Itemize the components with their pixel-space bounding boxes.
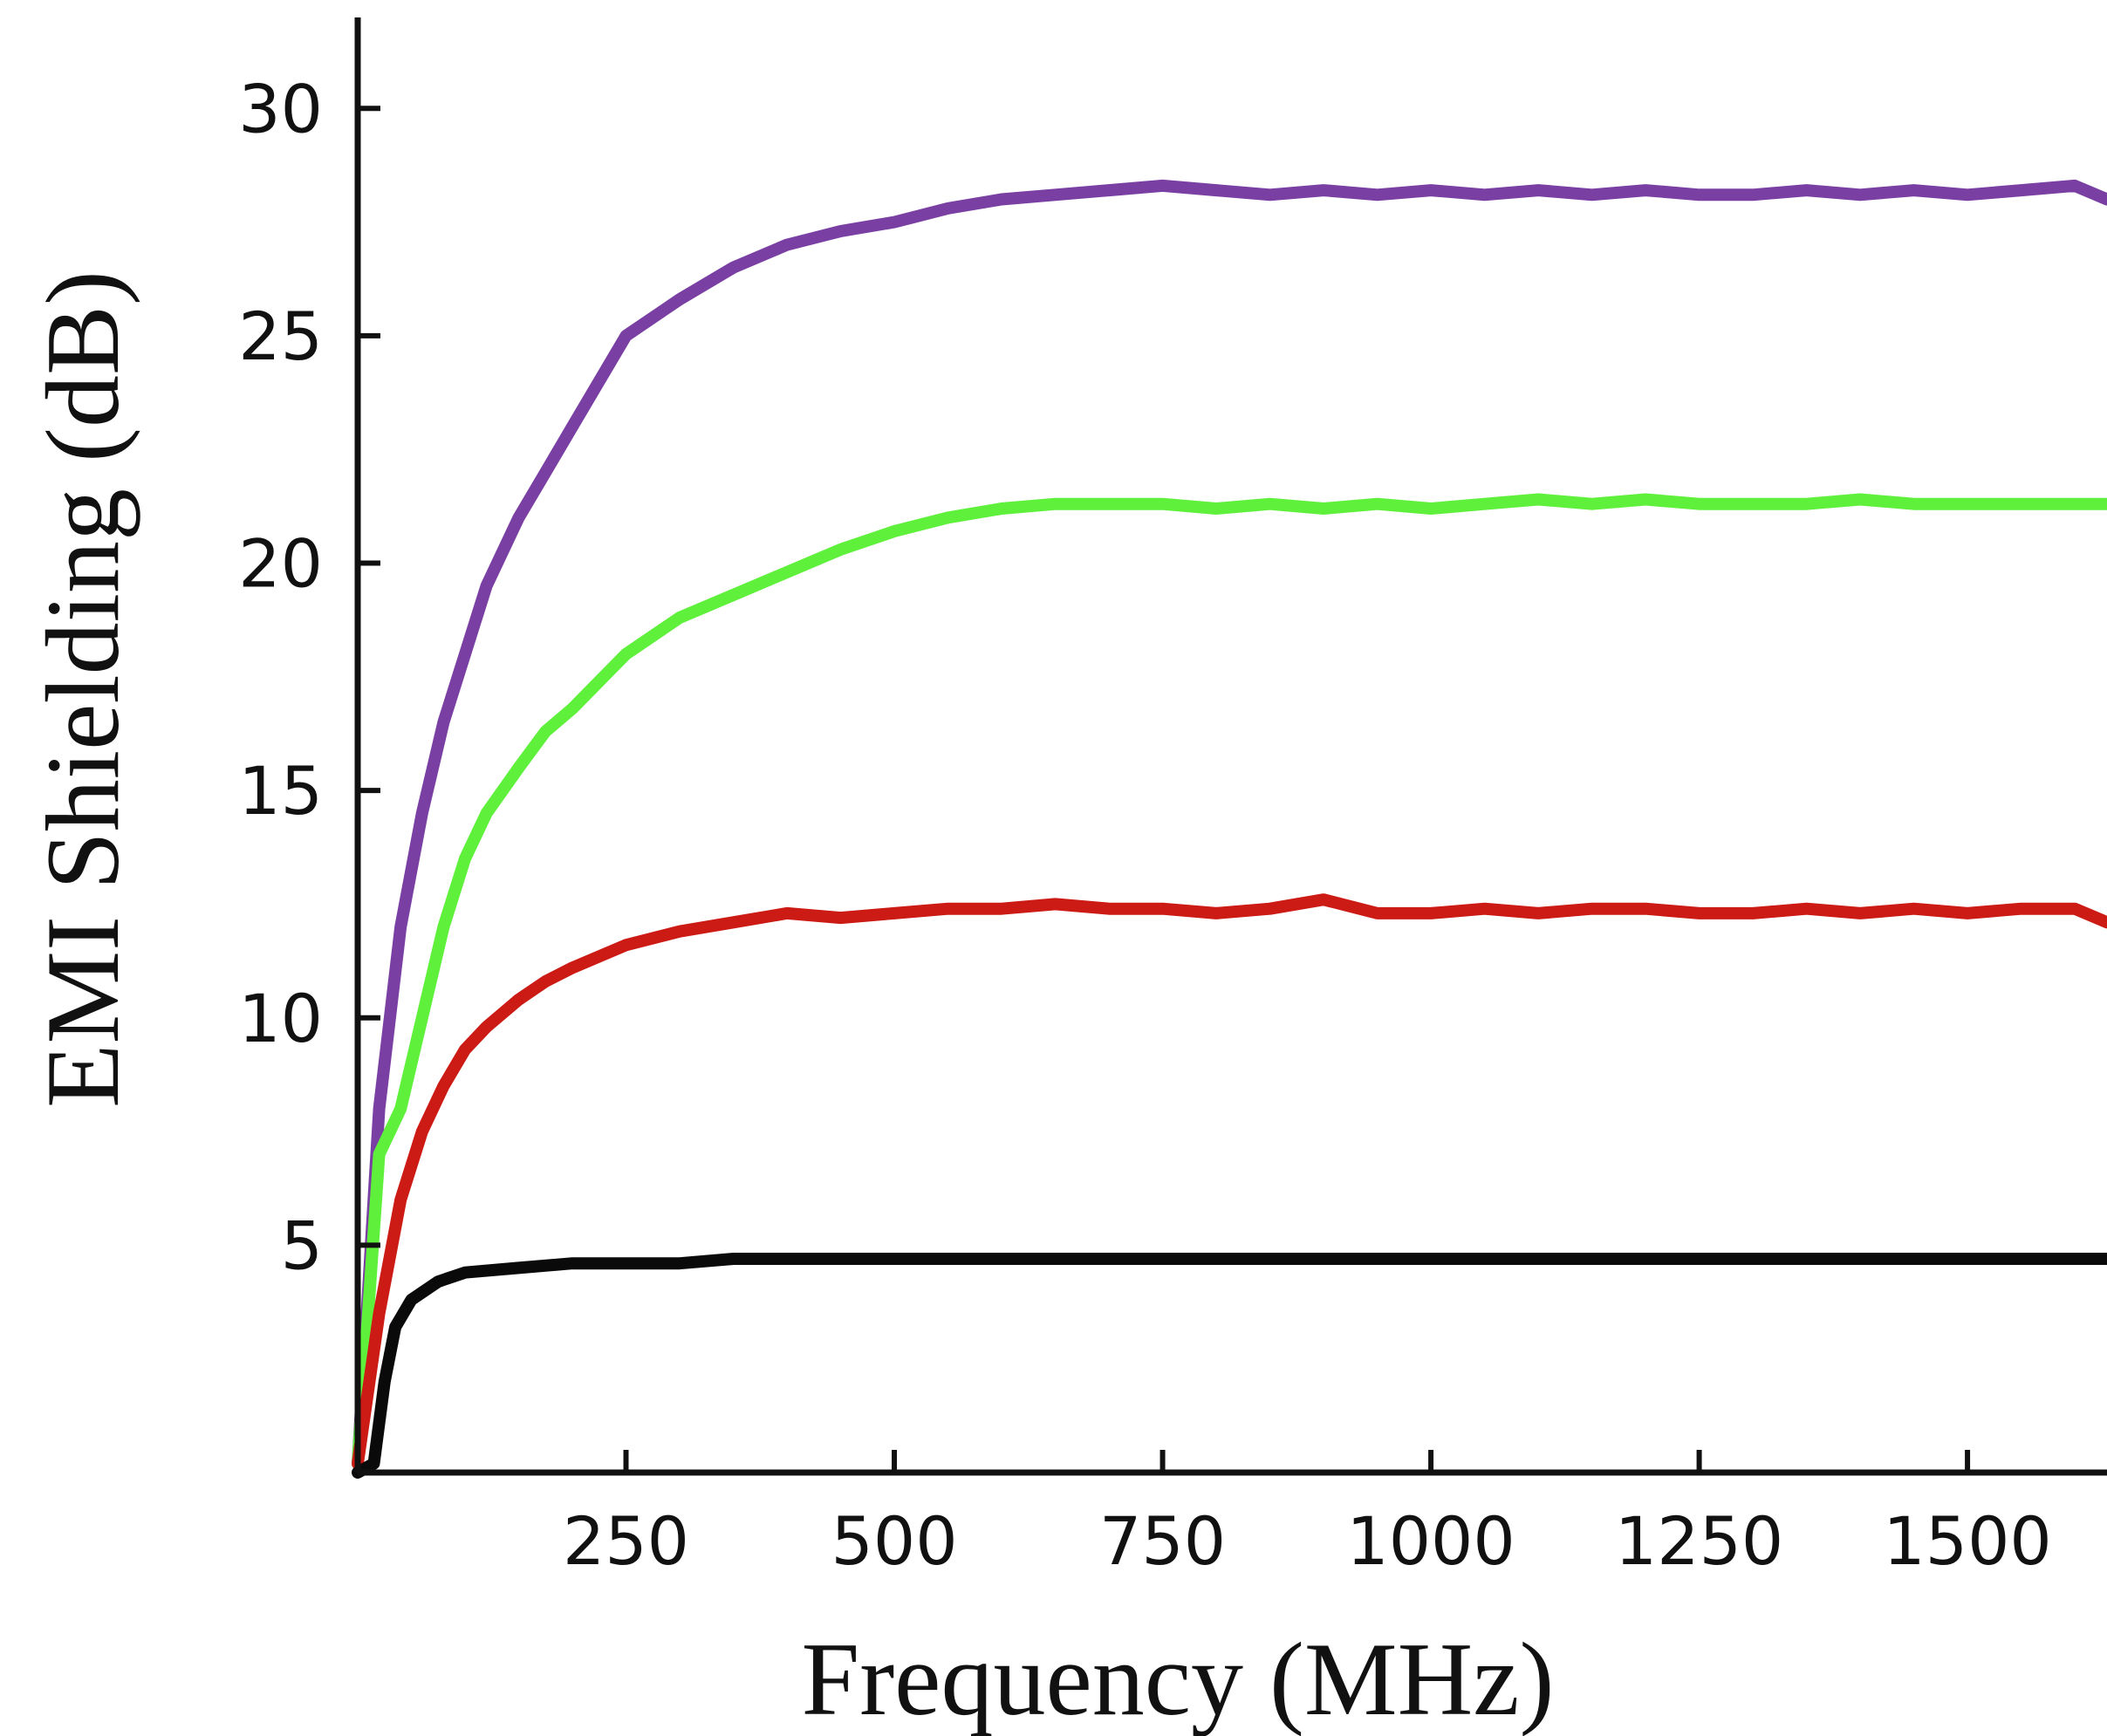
y-tick-label: 30 [238, 70, 323, 147]
x-tick-label: 500 [831, 1502, 957, 1580]
y-tick-label: 10 [238, 980, 323, 1057]
x-axis-title: Frequency (MHz) [801, 1621, 1554, 1736]
x-tick-label: 750 [1099, 1502, 1226, 1580]
x-tick-label: 1500 [1883, 1502, 2051, 1580]
x-ticks: 250 500 750 1000 1250 1500 [563, 1450, 2052, 1580]
x-tick-label: 1000 [1346, 1502, 1515, 1580]
y-tick-label: 20 [238, 525, 323, 603]
x-tick-label: 1250 [1615, 1502, 1783, 1580]
y-tick-label: 5 [281, 1206, 323, 1284]
series-line-1 [352, 179, 2107, 1470]
x-tick-label: 250 [563, 1502, 689, 1580]
series-line-2 [352, 493, 2107, 1470]
y-ticks: 5 10 15 20 25 30 [238, 70, 380, 1284]
y-tick-label: 25 [238, 297, 323, 375]
series-line-4 [352, 1253, 2107, 1479]
y-axis-title: EMI Shielding (dB) [24, 270, 140, 1108]
series-layer [352, 179, 2107, 1479]
y-tick-label: 15 [238, 752, 323, 830]
series-line-3 [352, 893, 2107, 1470]
